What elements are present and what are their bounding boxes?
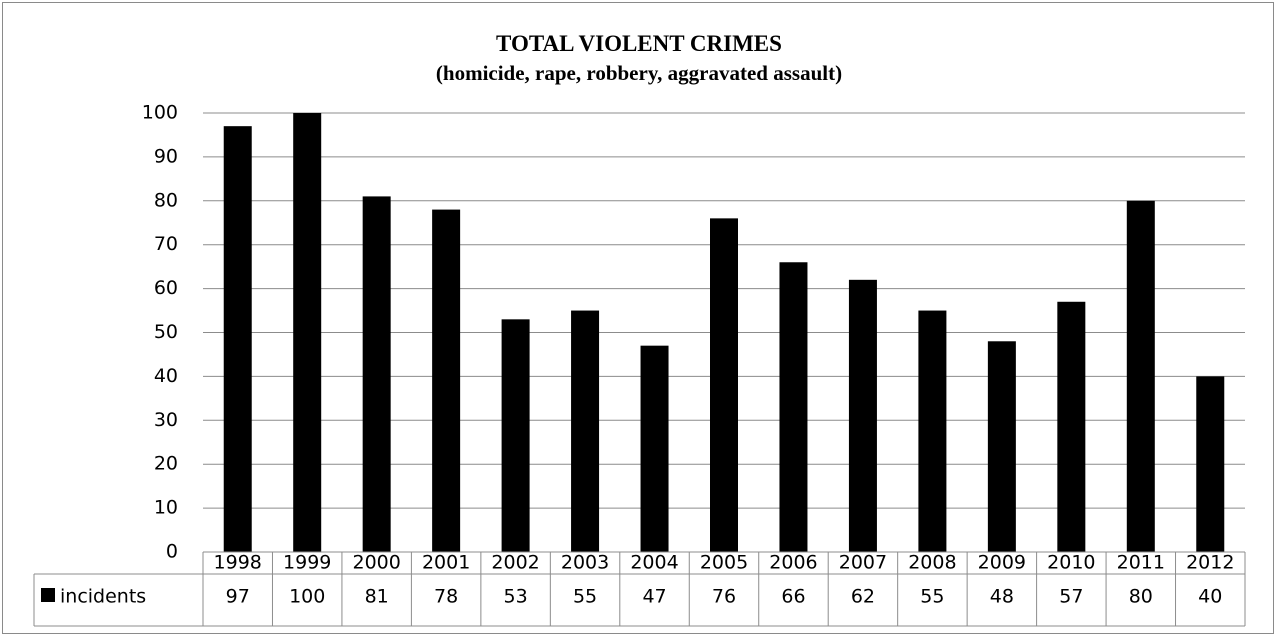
bar [779,262,807,552]
bar [571,311,599,552]
y-tick-label: 100 [142,102,178,124]
data-label: 47 [642,586,666,608]
y-tick-label: 10 [154,497,178,519]
data-label: 62 [851,586,875,608]
data-label: 53 [504,586,528,608]
bar [1127,201,1155,552]
category-label: 1999 [283,552,331,574]
category-label: 2001 [422,552,470,574]
category-label: 2011 [1117,552,1165,574]
category-label: 2009 [978,552,1026,574]
category-label: 2003 [561,552,609,574]
bar [224,126,252,552]
bar [1196,376,1224,552]
data-label: 48 [990,586,1014,608]
category-label: 2007 [839,552,887,574]
bar [363,196,391,552]
category-label: 2000 [352,552,400,574]
category-label: 2002 [491,552,539,574]
y-tick-label: 30 [154,409,178,431]
data-label: 57 [1059,586,1083,608]
data-label: 66 [781,586,805,608]
legend-key [41,588,55,602]
data-label: 76 [712,586,736,608]
y-tick-label: 80 [154,189,178,211]
category-label: 2005 [700,552,748,574]
bar [641,346,669,552]
category-label: 2006 [769,552,817,574]
data-label: 55 [573,586,597,608]
bar [988,341,1016,552]
legend-label: incidents [60,586,146,608]
bar [502,319,530,552]
y-tick-label: 70 [154,233,178,255]
bar [918,311,946,552]
bar [849,280,877,552]
y-tick-label: 20 [154,453,178,475]
data-label: 40 [1198,586,1222,608]
category-label: 2010 [1047,552,1095,574]
category-label: 2004 [630,552,678,574]
y-tick-label: 50 [154,321,178,343]
bar [293,113,321,552]
y-tick-label: 0 [166,541,178,563]
category-label: 2008 [908,552,956,574]
bar [710,218,738,552]
data-label: 80 [1129,586,1153,608]
data-label: 97 [226,586,250,608]
data-label: 55 [920,586,944,608]
bar [1057,302,1085,552]
y-tick-label: 40 [154,365,178,387]
data-label: 78 [434,586,458,608]
category-label: 1998 [214,552,262,574]
data-label: 100 [289,586,325,608]
y-tick-label: 60 [154,277,178,299]
y-tick-label: 90 [154,145,178,167]
data-label: 81 [365,586,389,608]
bar [432,210,460,552]
category-label: 2012 [1186,552,1234,574]
